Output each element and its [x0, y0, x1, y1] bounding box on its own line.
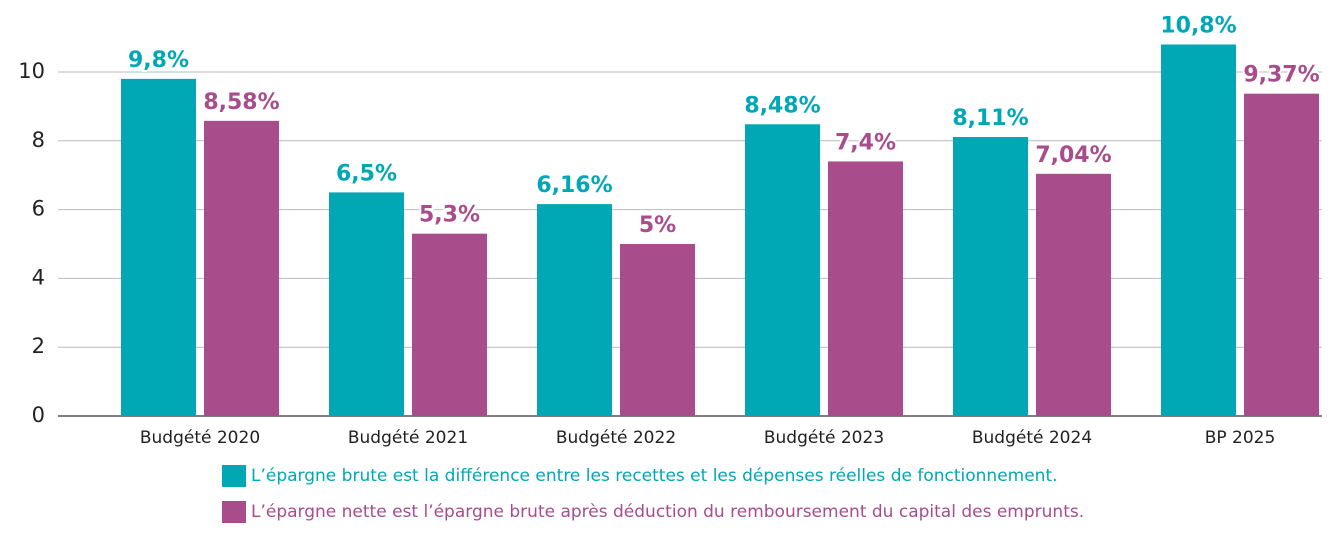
legend-label: L’épargne nette est l’épargne brute aprè…: [251, 502, 1084, 522]
x-tick-label: BP 2025: [1205, 428, 1276, 448]
x-tick-label: Budgété 2020: [140, 428, 260, 448]
value-label: 5,3%: [419, 203, 480, 228]
value-label: 5%: [639, 213, 676, 238]
value-label: 6,5%: [336, 161, 397, 186]
x-tick-label: Budgété 2021: [348, 428, 468, 448]
value-label: 7,4%: [835, 130, 896, 155]
y-tick-label: 10: [18, 59, 45, 83]
y-tick-label: 0: [32, 403, 45, 427]
x-tick-label: Budgété 2024: [972, 428, 1092, 448]
legend-label: L’épargne brute est la différence entre …: [251, 466, 1058, 486]
bar: [620, 244, 695, 416]
value-label: 9,37%: [1243, 63, 1319, 88]
bar: [828, 161, 903, 416]
y-tick-label: 4: [32, 265, 45, 289]
value-label: 10,8%: [1160, 13, 1236, 38]
value-label: 6,16%: [536, 173, 612, 198]
bar: [329, 192, 404, 416]
bar: [1036, 173, 1111, 416]
bar: [953, 137, 1028, 417]
value-label: 9,8%: [128, 48, 189, 73]
bar: [745, 124, 820, 417]
value-label: 8,58%: [203, 90, 279, 115]
y-tick-label: 6: [32, 197, 45, 221]
bar: [1244, 93, 1319, 416]
x-tick-label: Budgété 2022: [556, 428, 676, 448]
y-tick-label: 8: [32, 128, 45, 152]
bar: [412, 233, 487, 416]
value-label: 8,11%: [952, 106, 1028, 131]
bar: [1161, 44, 1236, 416]
x-tick-label: Budgété 2023: [764, 428, 884, 448]
legend-swatch: [222, 465, 246, 487]
value-label: 7,04%: [1035, 143, 1111, 168]
legend-swatch: [222, 501, 246, 523]
bar: [204, 120, 279, 417]
value-label: 8,48%: [744, 93, 820, 118]
y-tick-label: 2: [32, 334, 45, 358]
bar: [537, 204, 612, 416]
bar: [121, 78, 196, 416]
